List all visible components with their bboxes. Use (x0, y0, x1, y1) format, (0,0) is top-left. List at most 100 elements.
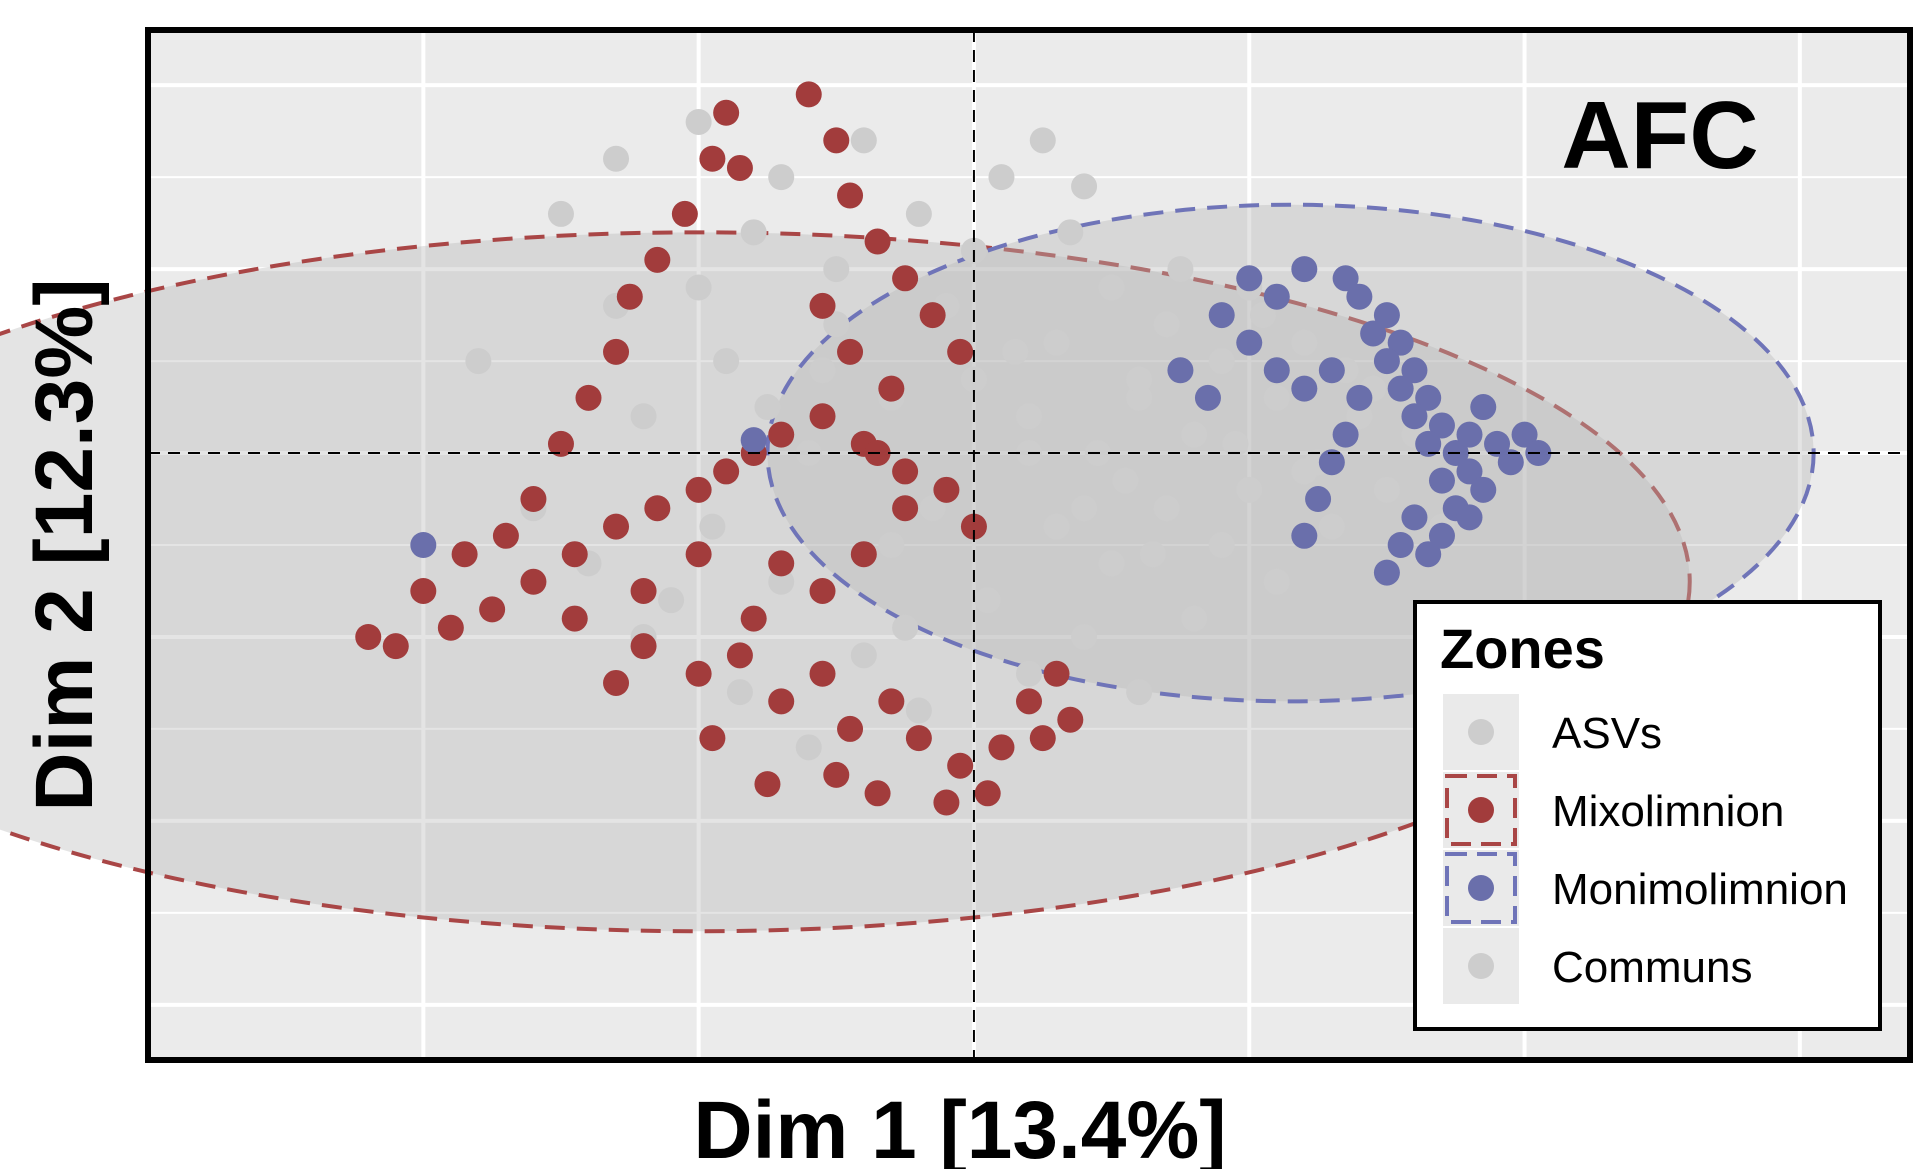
point-monimolimnion (1511, 421, 1538, 448)
point-mixolimnion (1043, 660, 1070, 687)
point-mixolimnion (974, 780, 1001, 807)
point-monimolimnion (1428, 467, 1455, 494)
point-asvs (1057, 219, 1084, 246)
point-monimolimnion (1401, 504, 1428, 531)
point-asvs (713, 348, 740, 375)
point-asvs (603, 145, 630, 172)
legend-label-mixolimnion: Mixolimnion (1552, 787, 1784, 836)
point-mixolimnion (905, 725, 932, 752)
point-mixolimnion (685, 476, 712, 503)
point-asvs (685, 274, 712, 301)
point-mixolimnion (1016, 688, 1042, 715)
point-monimolimnion (1401, 403, 1428, 430)
point-monimolimnion (410, 532, 437, 558)
point-mixolimnion (561, 605, 588, 632)
point-mixolimnion (685, 660, 712, 687)
point-asvs (1126, 679, 1153, 706)
point-monimolimnion (1346, 283, 1373, 310)
y-axis-label: Dim 2 [12.3%] (19, 278, 110, 811)
legend-label-communs: Communs (1552, 943, 1753, 992)
point-mixolimnion (864, 228, 891, 255)
point-mixolimnion (795, 81, 822, 108)
point-asvs (1098, 550, 1125, 577)
point-mixolimnion (451, 541, 478, 568)
point-monimolimnion (1263, 357, 1290, 384)
point-asvs (685, 108, 712, 135)
point-asvs (1112, 467, 1139, 494)
point-mixolimnion (726, 154, 753, 181)
point-mixolimnion (837, 338, 864, 365)
point-mixolimnion (892, 495, 919, 522)
point-mixolimnion (933, 789, 960, 816)
legend-key-mixolimnion (1443, 772, 1519, 848)
point-monimolimnion (1208, 302, 1235, 329)
point-monimolimnion (1415, 384, 1442, 411)
legend-key-marker (1468, 875, 1494, 901)
legend-key-asvs (1443, 694, 1519, 770)
point-asvs (905, 200, 932, 227)
point-mixolimnion (823, 127, 850, 154)
point-monimolimnion (1305, 486, 1332, 513)
point-mixolimnion (630, 577, 657, 604)
point-mixolimnion (823, 761, 850, 788)
point-mixolimnion (837, 715, 864, 742)
point-asvs (1002, 338, 1029, 365)
point-asvs (850, 642, 877, 669)
point-asvs (740, 219, 767, 246)
point-asvs (1263, 384, 1290, 411)
point-asvs (1181, 605, 1208, 632)
point-mixolimnion (616, 283, 643, 310)
point-monimolimnion (1167, 357, 1194, 384)
legend-key-ellipse-swatch (1445, 774, 1517, 846)
point-monimolimnion (1291, 256, 1318, 283)
point-monimolimnion (1456, 504, 1483, 531)
point-mixolimnion (603, 513, 630, 540)
point-mixolimnion (754, 771, 781, 798)
point-mixolimnion (355, 623, 382, 650)
chart-title: AFC (1561, 82, 1758, 189)
point-mixolimnion (947, 338, 974, 365)
point-mixolimnion (809, 292, 836, 319)
point-monimolimnion (1415, 541, 1442, 568)
point-mixolimnion (520, 568, 547, 595)
point-mixolimnion (919, 302, 946, 329)
point-monimolimnion (1470, 476, 1497, 503)
point-mixolimnion (726, 642, 753, 669)
point-monimolimnion (1291, 375, 1318, 402)
point-asvs (1071, 623, 1098, 650)
point-asvs (1126, 384, 1153, 411)
point-asvs (1153, 311, 1180, 338)
point-mixolimnion (809, 403, 836, 430)
series-monimolimnion (410, 256, 1552, 586)
point-asvs (850, 127, 877, 154)
point-monimolimnion (1236, 329, 1263, 356)
point-asvs (630, 403, 657, 430)
point-mixolimnion (437, 614, 464, 641)
point-monimolimnion (1456, 421, 1483, 448)
point-asvs (658, 587, 685, 614)
point-asvs (823, 256, 850, 283)
point-communs (1071, 495, 1098, 522)
point-mixolimnion (878, 375, 905, 402)
point-monimolimnion (1415, 430, 1442, 457)
point-mixolimnion (837, 182, 864, 209)
point-mixolimnion (768, 421, 795, 448)
point-asvs (1208, 532, 1235, 558)
plot-border (145, 27, 1913, 1063)
point-communs (1126, 366, 1153, 393)
point-asvs (919, 495, 946, 522)
point-mixolimnion (520, 486, 547, 513)
point-mixolimnion (671, 200, 698, 227)
x-axis-label: Dim 1 [13.4%] (693, 1085, 1226, 1169)
point-communs (1139, 541, 1166, 568)
point-monimolimnion (1332, 421, 1359, 448)
point-monimolimnion (1456, 458, 1483, 485)
point-monimolimnion (1360, 320, 1387, 347)
legend-key-monimolimnion (1443, 850, 1519, 926)
point-mixolimnion (547, 430, 574, 457)
point-asvs (1373, 476, 1400, 503)
point-asvs (1071, 173, 1098, 200)
point-mixolimnion (575, 384, 602, 411)
point-mixolimnion (699, 145, 726, 172)
